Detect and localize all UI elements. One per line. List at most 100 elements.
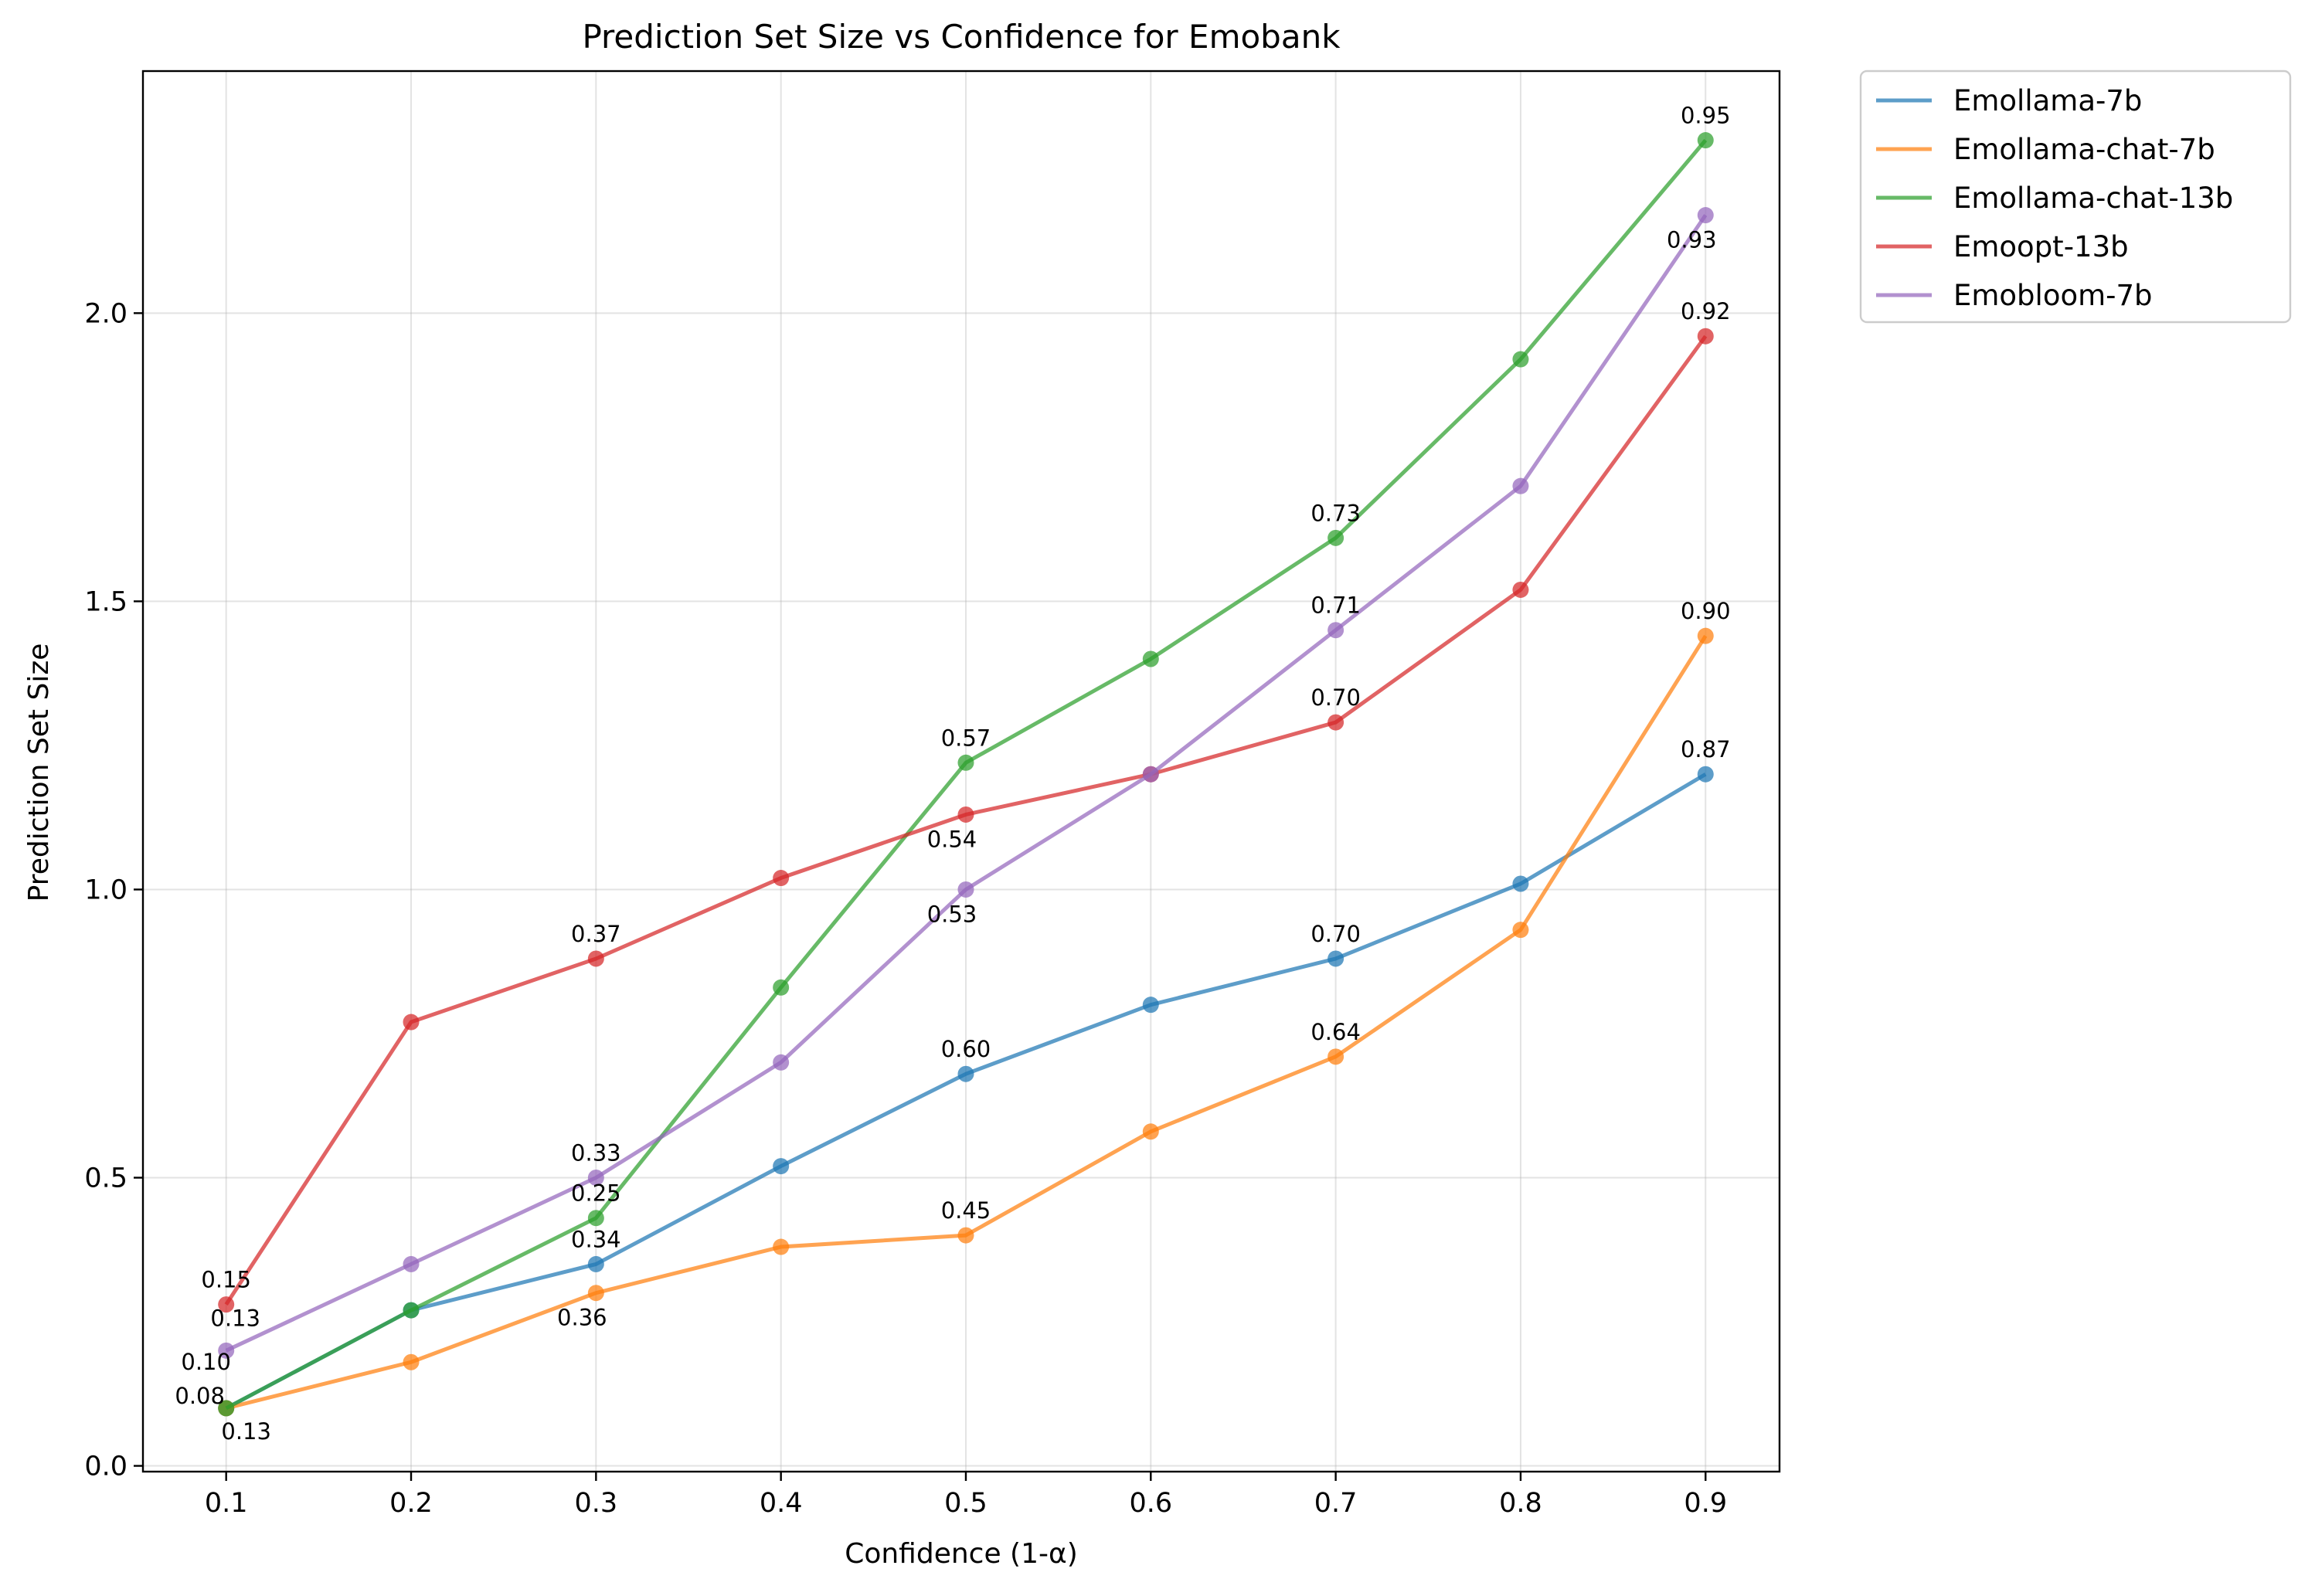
annotation-label: 0.73 [1310,500,1361,526]
data-point [218,1296,235,1313]
data-point [773,870,790,887]
data-point [587,950,604,967]
annotation-label: 0.36 [557,1305,607,1331]
data-point [957,1227,974,1244]
x-tick-label: 0.1 [205,1488,248,1519]
series-emollama-chat-13b [218,132,1714,1417]
annotation-label: 0.33 [571,1139,621,1166]
annotation-label: 0.13 [210,1305,260,1331]
data-point [1512,477,1529,494]
x-axis-label: Confidence (1-α) [845,1538,1078,1570]
annotation-label: 0.37 [571,921,621,947]
data-point [218,1400,235,1417]
data-point [773,1054,790,1071]
y-tick-label: 0.0 [84,1452,127,1482]
annotation-label: 0.70 [1310,921,1361,947]
legend-frame [1859,70,2292,324]
data-point [1697,207,1714,224]
legend: Emollama-7b Emollama-chat-7b Emollama-chat… [1859,70,2292,324]
data-point [1512,351,1529,368]
data-point [218,1342,235,1359]
y-tick-label: 0.5 [84,1163,127,1194]
data-point [773,979,790,996]
data-point [403,1302,420,1319]
series-emobloom-7b [218,207,1714,1359]
data-point [1512,922,1529,939]
legend-label: Emobloom-7b [1953,279,2153,312]
annotation-label: 0.70 [1310,684,1361,711]
data-point [957,754,974,771]
data-point [403,1353,420,1370]
series-emollama-chat-7b [218,627,1714,1417]
data-point [957,806,974,823]
data-point [773,1238,790,1255]
annotation-label: 0.34 [571,1226,621,1252]
x-tick-label: 0.7 [1314,1488,1358,1519]
data-point [587,1255,604,1272]
annotation-label: 0.95 [1681,103,1731,129]
data-point [1142,650,1159,667]
data-point [1327,1048,1344,1065]
x-tick-label: 0.9 [1684,1488,1727,1519]
data-annotations: 0.10 0.34 0.60 0.70 0.87 0.13 0.36 0.45 0.64 0.90… [175,103,1730,1445]
data-point [957,1065,974,1082]
annotation-label: 0.45 [941,1197,991,1224]
data-point [1697,766,1714,783]
data-point [1512,581,1529,598]
legend-label: Emollama-chat-13b [1953,182,2233,215]
annotation-label: 0.93 [1667,227,1717,253]
annotation-label: 0.92 [1681,298,1731,324]
legend-item: Emobloom-7b [1876,279,2153,312]
annotation-label: 0.57 [941,725,991,751]
y-tick-label: 2.0 [84,298,127,329]
x-tick-label: 0.6 [1129,1488,1172,1519]
x-tick-label: 0.2 [389,1488,433,1519]
annotation-label: 0.90 [1681,598,1731,624]
x-tick-label: 0.5 [944,1488,988,1519]
data-point [1512,875,1529,892]
data-point [1697,132,1714,149]
data-point [1327,714,1344,731]
annotation-label: 0.53 [927,901,977,927]
legend-item: Emollama-7b [1876,84,2142,117]
annotation-label: 0.25 [571,1180,621,1207]
x-tick-label: 0.4 [760,1488,803,1519]
legend-label: Emollama-7b [1953,84,2142,117]
plot-series [218,132,1714,1417]
y-tick-label: 1.0 [84,874,127,905]
data-point [1697,328,1714,345]
annotation-label: 0.13 [221,1418,271,1445]
data-point [1142,766,1159,783]
data-point [1327,529,1344,546]
annotation-label: 0.10 [181,1349,231,1375]
y-axis-label: Prediction Set Size [23,643,55,902]
data-point [1697,627,1714,644]
data-point [587,1169,604,1186]
data-point [957,881,974,898]
annotation-label: 0.60 [941,1036,991,1062]
axis-ticks: 0.1 0.2 0.3 0.4 0.5 0.6 0.7 0.8 0.9 0.0 0.5 1.0 1.5 2… [84,298,1727,1519]
y-tick-label: 1.5 [84,586,127,617]
legend-label: Emollama-chat-7b [1953,133,2215,166]
data-point [587,1210,604,1227]
x-tick-label: 0.3 [575,1488,618,1519]
data-point [587,1285,604,1302]
data-point [1142,1123,1159,1140]
data-point [403,1014,420,1031]
data-point [773,1158,790,1175]
annotation-label: 0.64 [1310,1019,1361,1045]
chart-title: Prediction Set Size vs Confidence for Em… [582,18,1341,56]
data-point [1327,950,1344,967]
data-point [403,1255,420,1272]
annotation-label: 0.71 [1310,593,1361,619]
annotation-label: 0.15 [201,1267,251,1293]
legend-item: Emollama-chat-13b [1876,182,2233,215]
annotation-label: 0.08 [175,1383,225,1409]
plot-frame [141,70,1781,1473]
legend-label: Emoopt-13b [1953,230,2129,263]
data-point [1142,997,1159,1014]
legend-item: Emollama-chat-7b [1876,133,2215,166]
annotation-label: 0.87 [1681,736,1731,762]
x-tick-label: 0.8 [1499,1488,1542,1519]
